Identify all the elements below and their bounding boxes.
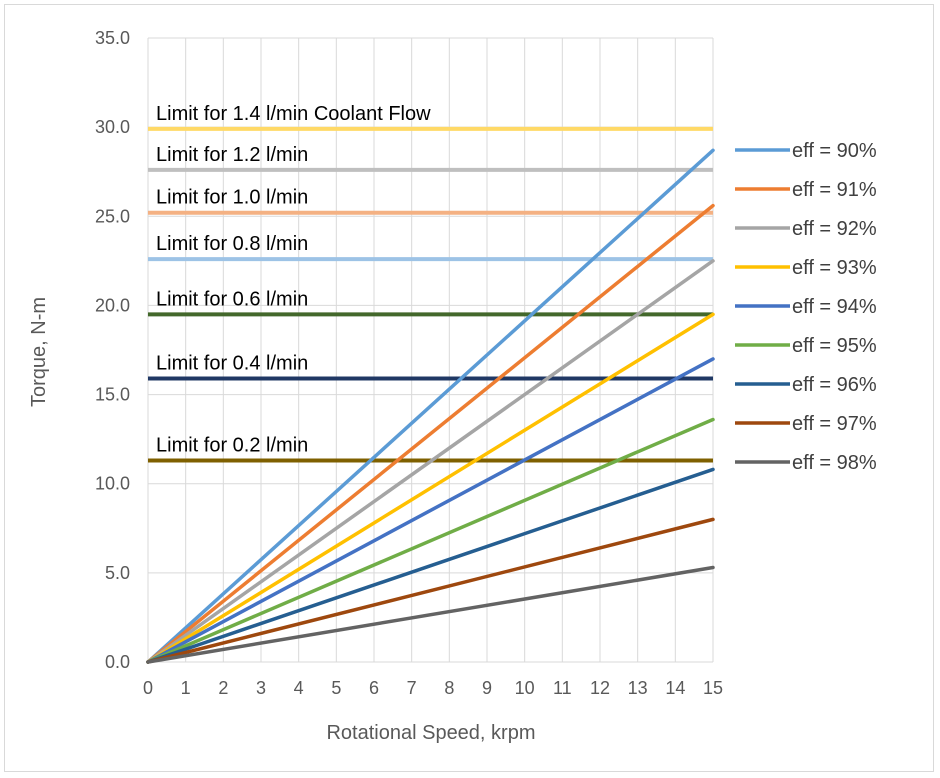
x-tick-label: 5 (331, 678, 341, 698)
series-line (146, 203, 715, 664)
series-line (146, 565, 715, 664)
limit-label: Limit for 0.6 l/min (156, 288, 308, 310)
series-line (146, 417, 715, 664)
x-tick-label: 14 (665, 678, 685, 698)
x-tick-label: 1 (181, 678, 191, 698)
limit-label: Limit for 1.2 l/min (156, 144, 308, 166)
x-axis-title: Rotational Speed, krpm (326, 722, 535, 744)
legend-label: eff = 91% (792, 179, 877, 201)
y-tick-label: 30.0 (95, 117, 130, 137)
x-tick-label: 8 (444, 678, 454, 698)
x-tick-label: 3 (256, 678, 266, 698)
x-tick-label: 6 (369, 678, 379, 698)
series-lines (146, 148, 715, 664)
y-tick-label: 15.0 (95, 385, 130, 405)
x-tick-label: 15 (703, 678, 723, 698)
y-axis-title: Torque, N-m (28, 297, 50, 407)
x-tick-label: 0 (143, 678, 153, 698)
x-tick-label: 12 (590, 678, 610, 698)
y-tick-label: 10.0 (95, 474, 130, 494)
legend-label: eff = 90% (792, 140, 877, 162)
legend: eff = 90% eff = 91% eff = 92% eff = 93% eff … (735, 140, 877, 474)
torque-speed-chart: Limit for 1.4 l/min Coolant Flow Limit fo… (28, 28, 877, 744)
series-line (146, 312, 715, 664)
series-line (146, 259, 715, 664)
x-tick-label: 13 (628, 678, 648, 698)
y-tick-label: 25.0 (95, 206, 130, 226)
series-line (146, 148, 715, 664)
legend-label: eff = 97% (792, 413, 877, 435)
x-tick-label: 7 (407, 678, 417, 698)
y-tick-label: 35.0 (95, 28, 130, 48)
limit-label: Limit for 0.8 l/min (156, 233, 308, 255)
limit-label: Limit for 1.0 l/min (156, 187, 308, 209)
limit-label: Limit for 0.4 l/min (156, 353, 308, 375)
chart-frame: Limit for 1.4 l/min Coolant Flow Limit fo… (4, 4, 934, 772)
x-tick-label: 4 (294, 678, 304, 698)
limit-label: Limit for 1.4 l/min Coolant Flow (156, 103, 431, 125)
legend-label: eff = 92% (792, 218, 877, 240)
x-tick-label: 10 (515, 678, 535, 698)
legend-label: eff = 98% (792, 452, 877, 474)
limit-label: Limit for 0.2 l/min (156, 435, 308, 457)
y-tick-label: 0.0 (105, 652, 130, 672)
series-line (146, 467, 715, 664)
series-line (146, 357, 715, 664)
series-line (146, 517, 715, 664)
x-tick-label: 11 (553, 678, 572, 698)
y-tick-label: 20.0 (95, 295, 130, 315)
legend-label: eff = 96% (792, 374, 877, 396)
legend-label: eff = 95% (792, 335, 877, 357)
legend-label: eff = 94% (792, 296, 877, 318)
grid (147, 37, 714, 663)
x-tick-label: 2 (218, 678, 228, 698)
legend-label: eff = 93% (792, 257, 877, 279)
axes: 0 1 2 3 4 5 6 7 8 9 10 11 12 13 14 150.05.010.015.020.0… (95, 28, 723, 698)
x-tick-label: 9 (482, 678, 492, 698)
y-tick-label: 5.0 (105, 563, 130, 583)
